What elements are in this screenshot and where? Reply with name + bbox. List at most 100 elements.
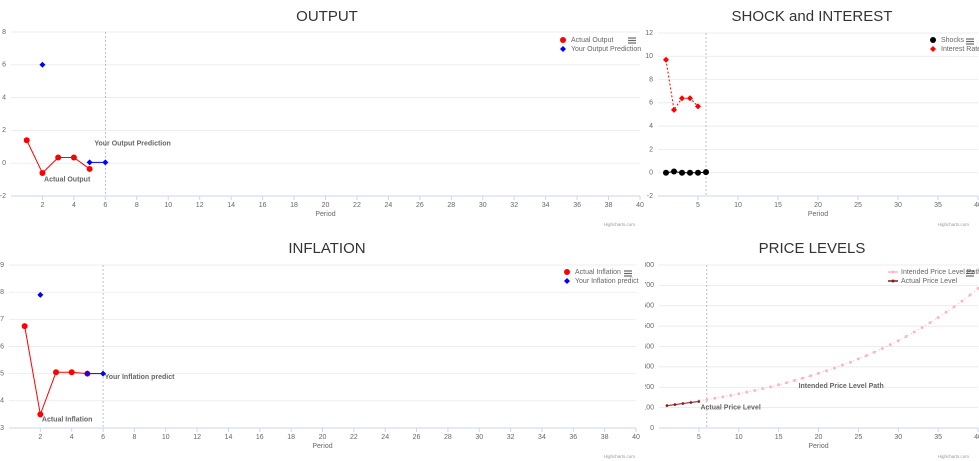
data-point (809, 374, 813, 378)
data-point (721, 395, 725, 399)
x-tick-label: 28 (447, 202, 455, 209)
x-tick-label: 40 (974, 434, 979, 441)
y-tick-label: 4 (649, 123, 653, 130)
data-point (671, 106, 677, 113)
x-tick-label: 38 (601, 434, 609, 441)
data-point (848, 360, 852, 364)
x-tick-label: 10 (162, 434, 170, 441)
y-tick-label: -2 (647, 193, 653, 200)
data-point (665, 404, 669, 407)
data-point (713, 396, 717, 400)
data-point (912, 330, 916, 334)
data-point (663, 169, 669, 176)
x-tick-label: 30 (479, 202, 487, 209)
data-point (785, 381, 789, 385)
x-tick-label: 14 (227, 202, 235, 209)
legend-label: Your Inflation predict (575, 278, 639, 285)
x-tick-label: 35 (934, 434, 942, 441)
legend-label: Actual Price Level (901, 278, 957, 285)
data-point (68, 369, 75, 376)
y-tick-label: 100 (642, 404, 654, 411)
data-point (952, 305, 956, 309)
legend-label: Shocks (941, 37, 964, 44)
data-point (745, 390, 749, 394)
y-tick-label: 9 (0, 262, 4, 269)
x-tick-label: 25 (854, 434, 862, 441)
legend-label: Intended Price Level Path (901, 269, 979, 276)
legend-symbol (930, 46, 936, 52)
x-tick-label: 10 (164, 202, 172, 209)
data-point (729, 393, 733, 397)
y-tick-label: 0 (2, 160, 6, 167)
legend-label: Actual Inflation (575, 269, 621, 276)
x-tick-label: 20 (814, 202, 822, 209)
data-point (695, 103, 701, 110)
y-tick-label: 3 (0, 425, 4, 432)
annotation: Your Inflation predict (105, 374, 176, 381)
x-tick-label: 18 (290, 202, 298, 209)
legend-symbol (564, 269, 570, 275)
y-tick-label: 5 (0, 371, 4, 378)
x-tick-label: 5 (697, 434, 701, 441)
data-point (55, 154, 62, 161)
x-tick-label: 4 (72, 202, 76, 209)
x-tick-label: 10 (735, 434, 743, 441)
x-tick-label: 24 (381, 434, 389, 441)
data-point (37, 411, 44, 418)
data-point (37, 291, 44, 298)
data-point (880, 347, 884, 351)
data-point (703, 169, 709, 176)
data-point (687, 169, 693, 176)
x-tick-label: 28 (444, 434, 452, 441)
series-line (666, 288, 979, 407)
data-point (695, 169, 701, 176)
data-point (689, 401, 693, 404)
data-point (21, 323, 28, 330)
legend-label: Actual Output (571, 37, 613, 44)
data-point (888, 343, 892, 347)
x-tick-label: 2 (40, 202, 44, 209)
data-point (39, 61, 46, 68)
y-tick-label: 4 (2, 94, 6, 101)
x-axis-title: Period (315, 211, 335, 218)
x-tick-label: 12 (196, 202, 204, 209)
x-tick-label: 16 (259, 202, 267, 209)
data-point (679, 169, 685, 176)
y-tick-label: 6 (2, 62, 6, 69)
y-tick-label: 500 (642, 323, 654, 330)
y-tick-label: 6 (649, 100, 653, 107)
credits: Highcharts.com (938, 454, 970, 459)
data-point (86, 159, 93, 166)
credits: Highcharts.com (604, 454, 636, 459)
x-tick-label: 26 (413, 434, 421, 441)
legend-symbol (560, 46, 566, 52)
x-tick-label: 6 (101, 434, 105, 441)
x-tick-label: 40 (974, 202, 979, 209)
y-tick-label: 12 (645, 30, 653, 37)
data-point (697, 400, 701, 403)
x-tick-label: 8 (135, 202, 139, 209)
annotation: Your Output Prediction (94, 140, 170, 147)
data-point (23, 137, 30, 144)
x-tick-label: 18 (287, 434, 295, 441)
data-point (761, 387, 765, 391)
legend-symbol (560, 37, 566, 43)
x-tick-label: 36 (573, 202, 581, 209)
data-point (960, 299, 964, 303)
x-tick-label: 12 (193, 434, 201, 441)
x-tick-label: 15 (774, 202, 782, 209)
data-point (928, 321, 932, 325)
data-point (39, 170, 46, 177)
x-tick-label: 4 (70, 434, 74, 441)
x-tick-label: 2 (38, 434, 42, 441)
x-tick-label: 15 (775, 434, 783, 441)
x-tick-label: 14 (225, 434, 233, 441)
x-axis-title: Period (808, 443, 828, 450)
credits: Highcharts.com (938, 222, 970, 227)
chart-panel: PRICE LEVELS 0 100 200 300 400 500 600 700 800 5 10… (642, 240, 979, 459)
x-tick-label: 40 (636, 202, 644, 209)
data-point (687, 95, 693, 102)
x-tick-label: 20 (322, 202, 330, 209)
annotation: Intended Price Level Path (799, 383, 884, 390)
